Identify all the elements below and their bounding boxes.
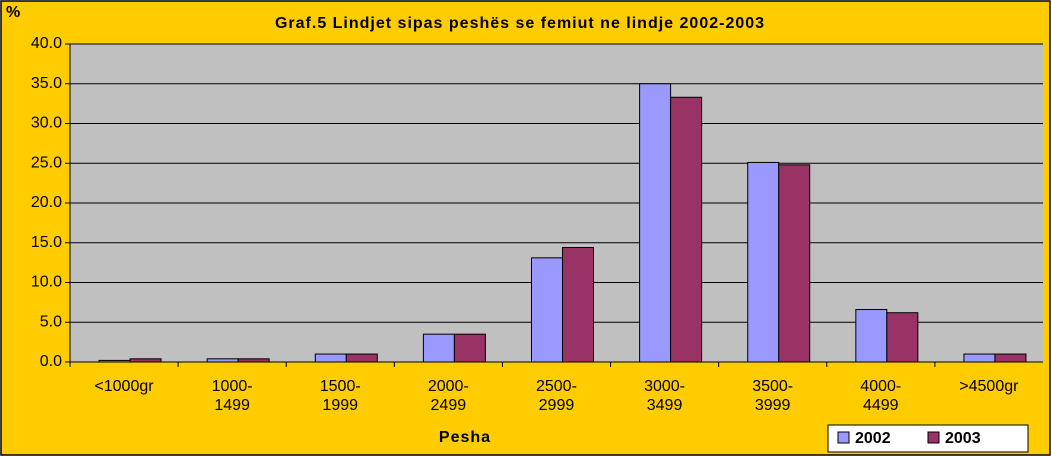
- chart-title: Graf.5 Lindjet sipas peshës se femiut ne…: [275, 15, 765, 32]
- x-axis-label: Pesha: [439, 429, 491, 446]
- legend-label: 2002: [855, 430, 891, 447]
- bar: [531, 257, 563, 363]
- y-tick-label: 20.0: [31, 194, 62, 211]
- x-tick-label: 2500- 2999: [535, 378, 577, 414]
- legend-swatch: [927, 431, 940, 444]
- y-tick-label: 5.0: [40, 313, 62, 330]
- x-tick-label: 2000- 2499: [427, 378, 469, 414]
- x-tick-label: <1000gr: [94, 378, 154, 395]
- bar: [855, 309, 888, 363]
- bar: [747, 161, 780, 363]
- legend-label: 2003: [945, 430, 981, 447]
- x-tick-label: 3000- 3499: [644, 378, 685, 414]
- x-tick-label: 1000- 1499: [211, 378, 253, 414]
- bar: [639, 83, 672, 363]
- x-tick-label: 4000- 4499: [860, 378, 902, 414]
- y-tick-label: 0.0: [40, 353, 62, 370]
- bar: [237, 358, 270, 363]
- bar: [994, 353, 1027, 363]
- bar: [314, 353, 347, 363]
- x-tick-label: >4500gr: [959, 378, 1019, 395]
- bar: [778, 164, 811, 363]
- bar: [453, 333, 486, 363]
- bar: [206, 358, 239, 363]
- y-tick-label: 25.0: [31, 154, 62, 171]
- y-tick-label: 10.0: [31, 274, 62, 291]
- y-axis-label: %: [6, 4, 20, 21]
- y-tick-label: 40.0: [31, 35, 62, 52]
- bar: [963, 353, 996, 363]
- legend-swatch: [837, 431, 850, 444]
- y-tick-label: 15.0: [31, 234, 62, 251]
- bar: [886, 312, 919, 363]
- x-tick-label: 3500- 3999: [752, 378, 794, 414]
- bar: [98, 359, 131, 363]
- y-tick-label: 30.0: [31, 115, 62, 132]
- y-tick-label: 35.0: [31, 75, 62, 92]
- x-tick-label: 1500- 1999: [319, 378, 361, 414]
- bar: [670, 96, 703, 363]
- bar: [422, 333, 455, 363]
- bar: [345, 353, 378, 363]
- bar: [129, 358, 162, 363]
- bar: [562, 247, 594, 363]
